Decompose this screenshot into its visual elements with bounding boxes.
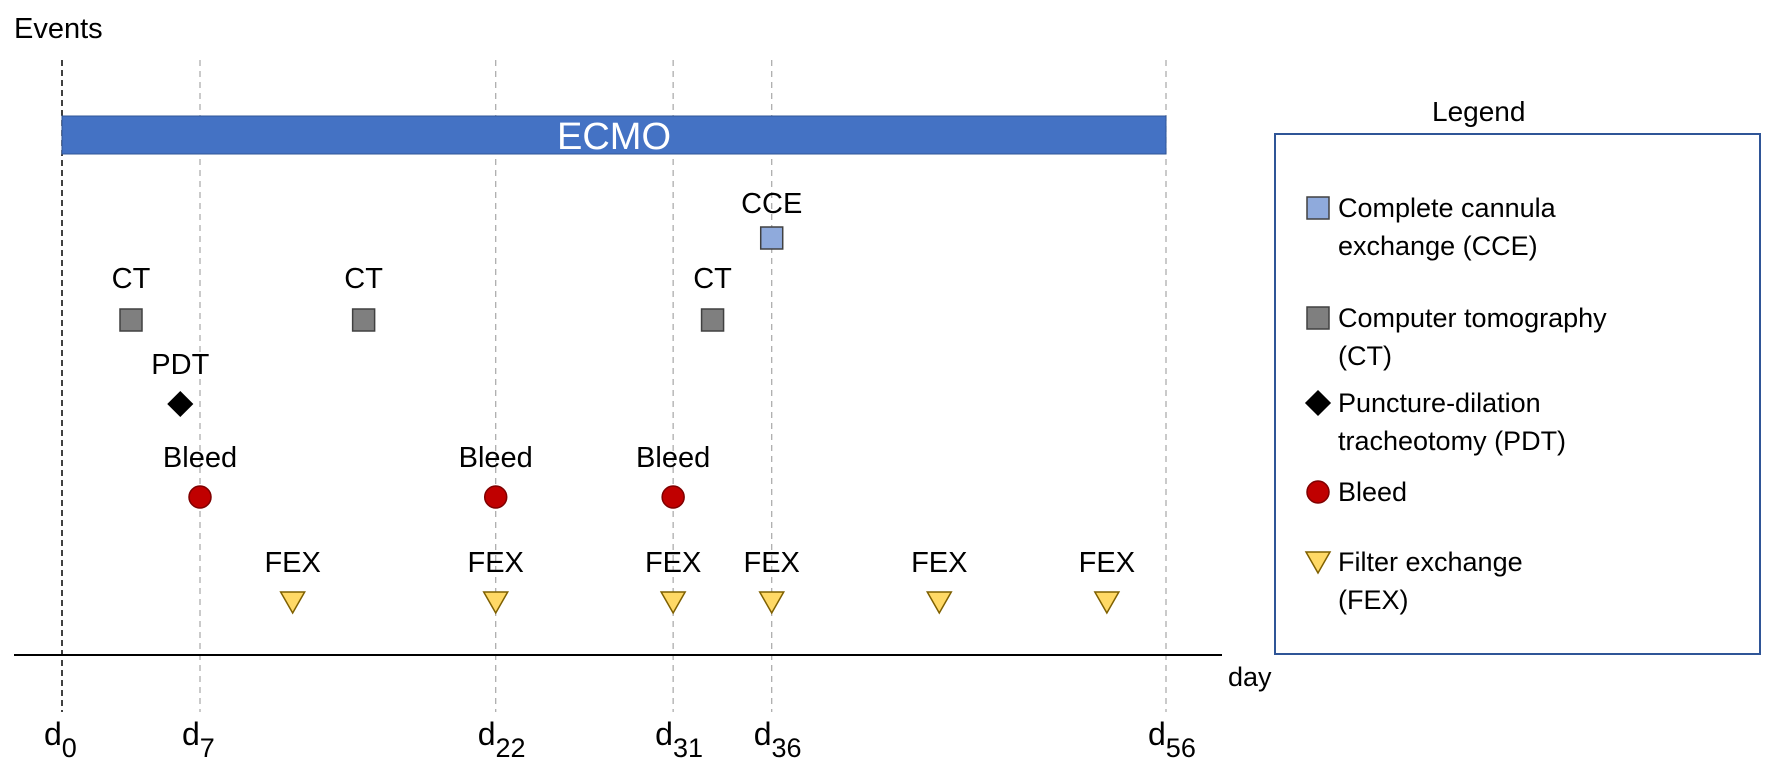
cce-marker-1 [759,226,784,250]
legend-title: Legend [1432,96,1525,127]
legend-ct-text-2: (CT) [1338,341,1392,371]
fex-marker-14 [1093,591,1121,615]
fex-marker-10 [482,591,510,615]
legend-box [1274,133,1761,655]
tick-label-d22: d22 [478,716,526,763]
ct-marker-4 [700,308,725,332]
legend-bleed-marker [1306,480,1330,504]
bleed-marker-7 [483,485,508,509]
legend-pdt-marker [1304,389,1332,417]
tick-label-d56: d56 [1148,716,1196,763]
x-axis-title: day [1228,662,1272,692]
fex-label-12: FEX [744,547,800,579]
fex-label-9: FEX [264,547,320,579]
ct-label-2: CT [112,263,151,295]
fex-label-13: FEX [911,547,967,579]
tick-label-d36: d36 [754,716,802,763]
pdt-label-5: PDT [151,349,209,381]
ct-label-4: CT [693,263,732,295]
legend-pdt-text-1: Puncture-dilation [1338,388,1541,418]
legend-cce-text-2: exchange (CCE) [1338,231,1538,261]
legend-fex-marker [1304,551,1332,575]
ct-marker-2 [119,308,143,332]
legend-items: Complete cannula exchange (CCE) Computer t… [1304,193,1607,615]
cce-label-1: CCE [741,188,802,220]
fex-marker-13 [925,591,953,615]
bleed-label-7: Bleed [459,442,533,474]
event-markers: CCE CT CT CT PDT Bleed Bleed Bleed FEX FEX FEX FEX F… [112,188,1135,615]
fex-marker-12 [758,591,786,615]
tick-label-d7: d7 [182,716,215,763]
legend-fex-text-2: (FEX) [1338,585,1409,615]
fex-label-14: FEX [1079,547,1135,579]
pdt-marker-5 [167,390,194,418]
fex-label-10: FEX [468,547,524,579]
ecmo-bar [61,115,1167,155]
bleed-label-8: Bleed [636,442,710,474]
ecmo-label: ECMO [557,116,671,158]
legend-cce-marker [1306,196,1330,220]
fex-label-11: FEX [645,547,701,579]
ecmo-bar-group: ECMO [61,115,1167,158]
legend-ct-marker [1306,306,1330,330]
ct-marker-3 [351,308,376,332]
y-axis-title: Events [14,13,103,45]
bleed-label-6: Bleed [163,442,237,474]
bleed-marker-8 [661,485,685,509]
legend-ct-text-1: Computer tomography [1338,303,1607,333]
tick-label-d31: d31 [655,716,703,763]
ct-label-3: CT [344,263,383,295]
legend-fex-text-1: Filter exchange [1338,547,1523,577]
x-axis-ticks: d0 d7 d22 d31 d36 d56 [44,716,1196,763]
fex-marker-11 [659,591,687,615]
fex-marker-9 [279,591,306,615]
legend-cce-text-1: Complete cannula [1338,193,1557,223]
legend-bleed-text-1: Bleed [1338,477,1407,507]
legend-pdt-text-2: tracheotomy (PDT) [1338,426,1566,456]
bleed-marker-6 [188,485,212,509]
tick-label-d0: d0 [44,716,77,763]
